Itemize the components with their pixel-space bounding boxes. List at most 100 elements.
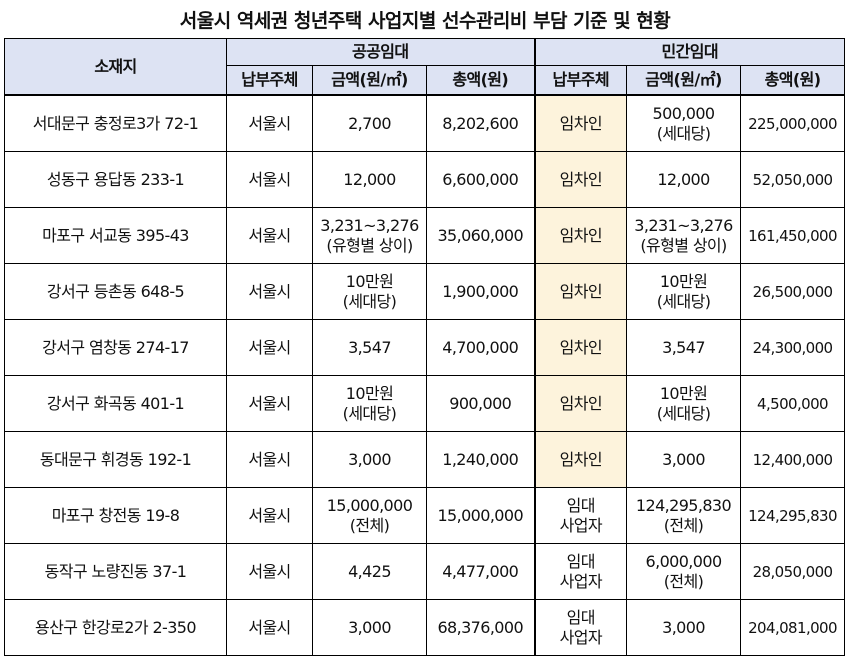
location-cell: 강서구 화곡동 401-1	[4, 375, 227, 432]
private-amount-cell: 124,295,830 (전체)	[626, 487, 742, 544]
private-total-cell: 12,400,000	[740, 431, 846, 488]
header-row-group: 소재지 공공임대 민간임대	[4, 38, 846, 96]
location-cell: 서대문구 충정로3가 72-1	[4, 94, 227, 152]
private-payer-cell: 임차인	[533, 94, 628, 152]
private-amount-cell: 6,000,000 (전체)	[626, 543, 742, 600]
public-amount-cell: 4,425	[312, 543, 427, 600]
public-payer-cell: 서울시	[226, 431, 313, 488]
public-amount-cell: 10만원 (세대당)	[312, 375, 427, 432]
private-payer-cell-line: 임대	[566, 607, 596, 627]
private-amount-cell: 3,547	[626, 319, 742, 376]
private-total-cell: 52,050,000	[740, 151, 846, 208]
header-private-rental: 민간임대	[533, 38, 846, 66]
table-row: 마포구 서교동 395-43 서울시 3,231~3,276 (유형별 상이) 35,0…	[4, 207, 846, 264]
table-row: 서대문구 충정로3가 72-1 서울시 2,700 8,202,600 임차인 500,0…	[4, 94, 846, 152]
private-amount-cell: 10만원 (세대당)	[626, 263, 742, 320]
public-amount-cell-line: 3,231~3,276	[320, 215, 419, 235]
public-payer-cell: 서울시	[226, 263, 313, 320]
private-amount-cell-line: 10만원	[659, 383, 708, 403]
header-public-rental: 공공임대	[225, 38, 536, 66]
location-cell: 용산구 한강로2가 2-350	[4, 599, 227, 656]
private-payer-cell-line: 임차인	[559, 169, 603, 189]
public-amount-cell-line: 10만원	[345, 271, 394, 291]
location-cell: 강서구 염창동 274-17	[4, 319, 227, 376]
table-row: 동대문구 휘경동 192-1 서울시 3,000 1,240,000 임차인 3,000 1…	[4, 431, 846, 488]
public-amount-cell: 3,000	[312, 431, 427, 488]
private-payer-cell: 임대 사업자	[533, 599, 628, 656]
private-amount-cell: 10만원 (세대당)	[626, 375, 742, 432]
private-amount-cell-line: 3,231~3,276	[634, 215, 733, 235]
private-amount-cell: 500,000 (세대당)	[626, 94, 742, 152]
public-total-cell: 15,000,000	[425, 487, 536, 544]
header-public-amount: 금액(원/㎡)	[312, 65, 427, 96]
public-total-cell: 6,600,000	[425, 151, 536, 208]
public-amount-cell: 10만원 (세대당)	[312, 263, 427, 320]
private-payer-cell-line: 임대	[566, 495, 596, 515]
header-private-amount: 금액(원/㎡)	[626, 65, 742, 96]
location-cell: 성동구 용답동 233-1	[4, 151, 227, 208]
private-payer-cell: 임차인	[533, 319, 628, 376]
public-amount-cell: 3,231~3,276 (유형별 상이)	[312, 207, 427, 264]
public-amount-cell: 12,000	[312, 151, 427, 208]
public-total-cell: 1,900,000	[425, 263, 536, 320]
private-payer-cell-line: 임대	[566, 551, 596, 571]
public-amount-cell: 3,000	[312, 599, 427, 656]
public-amount-cell-line: 3,547	[348, 337, 391, 357]
private-payer-cell-line: 임차인	[559, 337, 603, 357]
public-amount-cell-line: (전체)	[349, 515, 390, 535]
header-private-total: 총액(원)	[740, 65, 846, 96]
private-amount-cell-line: 3,000	[662, 617, 705, 637]
public-total-cell: 4,700,000	[425, 319, 536, 376]
private-amount-cell-line: (세대당)	[656, 403, 711, 423]
private-amount-cell-line: (유형별 상이)	[640, 235, 727, 255]
private-payer-cell-line: 임차인	[559, 281, 603, 301]
private-amount-cell-line: 6,000,000	[645, 551, 723, 571]
public-total-cell: 35,060,000	[425, 207, 536, 264]
private-payer-cell-line: 임차인	[559, 393, 603, 413]
private-payer-cell: 임차인	[533, 263, 628, 320]
page-title: 서울시 역세권 청년주택 사업지별 선수관리비 부담 기준 및 현황	[179, 10, 671, 32]
private-amount-cell: 3,000	[626, 599, 742, 656]
private-payer-cell: 임차인	[533, 375, 628, 432]
private-payer-cell-line: 사업자	[559, 571, 603, 591]
public-payer-cell: 서울시	[226, 319, 313, 376]
public-amount-cell-line: 15,000,000	[326, 495, 413, 515]
management-fee-table: 소재지 공공임대 민간임대 납부주체 금액(원/㎡) 총액(원) 납부주체 금액…	[4, 38, 846, 656]
public-amount-cell: 3,547	[312, 319, 427, 376]
private-amount-cell-line: 12,000	[657, 169, 710, 189]
private-payer-cell-line: 임차인	[559, 449, 603, 469]
private-amount-cell-line: 10만원	[659, 271, 708, 291]
private-payer-cell: 임차인	[533, 431, 628, 488]
location-cell: 강서구 등촌동 648-5	[4, 263, 227, 320]
table-row: 강서구 염창동 274-17 서울시 3,547 4,700,000 임차인 3,547 2…	[4, 319, 846, 376]
private-amount-cell-line: (세대당)	[656, 123, 711, 143]
private-payer-cell-line: 임차인	[559, 113, 603, 133]
private-payer-cell-line: 사업자	[559, 515, 603, 535]
public-total-cell: 1,240,000	[425, 431, 536, 488]
public-total-cell: 4,477,000	[425, 543, 536, 600]
public-amount-cell-line: (유형별 상이)	[326, 235, 413, 255]
private-payer-cell-line: 사업자	[559, 627, 603, 647]
table-row: 강서구 화곡동 401-1 서울시 10만원 (세대당) 900,000 임차인 10만원(…	[4, 375, 846, 432]
private-total-cell: 28,050,000	[740, 543, 846, 600]
location-cell: 마포구 창전동 19-8	[4, 487, 227, 544]
public-amount-cell-line: (세대당)	[342, 403, 397, 423]
private-total-cell: 24,300,000	[740, 319, 846, 376]
private-amount-cell-line: 3,547	[662, 337, 705, 357]
private-amount-cell-line: (세대당)	[656, 291, 711, 311]
private-total-cell: 4,500,000	[740, 375, 846, 432]
table-row: 강서구 등촌동 648-5 서울시 10만원 (세대당) 1,900,000 임차인 10만…	[4, 263, 846, 320]
table-row: 용산구 한강로2가 2-350 서울시 3,000 68,376,000 임대 사업자 3,…	[4, 599, 846, 656]
public-amount-cell-line: 10만원	[345, 383, 394, 403]
header-private-payer: 납부주체	[533, 65, 628, 96]
private-amount-cell-line: 500,000	[652, 103, 716, 123]
private-payer-cell: 임대 사업자	[533, 543, 628, 600]
public-payer-cell: 서울시	[226, 94, 313, 152]
public-total-cell: 900,000	[425, 375, 536, 432]
location-cell: 동대문구 휘경동 192-1	[4, 431, 227, 488]
table-row: 동작구 노량진동 37-1 서울시 4,425 4,477,000 임대 사업자 6,000…	[4, 543, 846, 600]
private-amount-cell-line: (전체)	[663, 515, 704, 535]
table-row: 성동구 용답동 233-1 서울시 12,000 6,600,000 임차인 12,000…	[4, 151, 846, 208]
table-body: 서대문구 충정로3가 72-1 서울시 2,700 8,202,600 임차인 500,0…	[4, 94, 846, 656]
location-cell: 동작구 노량진동 37-1	[4, 543, 227, 600]
